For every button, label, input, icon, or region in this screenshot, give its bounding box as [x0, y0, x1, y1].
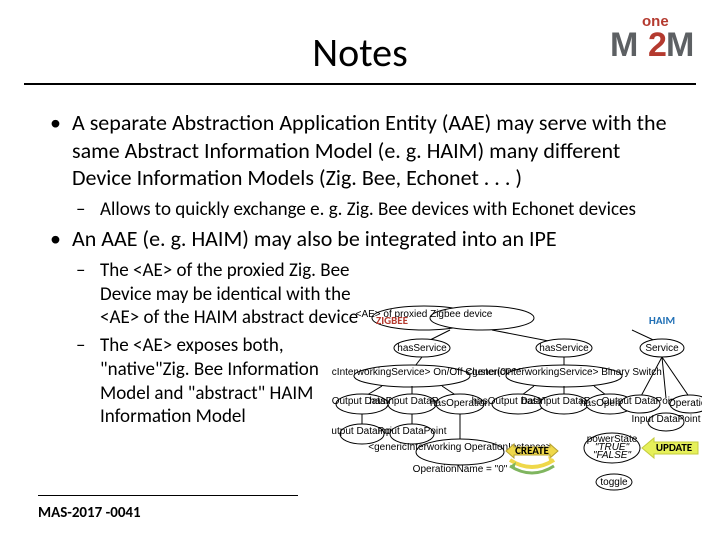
svg-text:M: M [666, 26, 694, 62]
svg-text:ZIGBEE: ZIGBEE [376, 314, 408, 327]
logo: one M 2 M [608, 12, 700, 67]
svg-text:hasService: hasService [397, 343, 447, 354]
svg-text:toggle: toggle [600, 477, 628, 488]
sub-bullet-item: Allows to quickly exchange e. g. Zig. Be… [72, 198, 676, 222]
svg-text:CREATE: CREATE [515, 444, 549, 457]
svg-text:HAIM: HAIM [649, 314, 675, 327]
svg-text:hasService: hasService [539, 343, 589, 354]
svg-text:Input DataPoint: Input DataPoint [632, 414, 701, 425]
svg-text:"FALSE": "FALSE" [593, 450, 631, 461]
svg-text:UPDATE: UPDATE [656, 441, 692, 454]
footer-id: MAS-2017 -0041 [38, 504, 141, 522]
architecture-diagram: <AE> of proxied Zigbee device ZIGBEE HAI… [332, 304, 702, 494]
footer-divider [38, 495, 298, 496]
sub-bullet-item: The <AE> exposes both, "native"Zig. Bee … [72, 334, 372, 429]
svg-text:Output DataPoint: Output DataPoint [602, 396, 679, 407]
svg-text:OperationName = "0": OperationName = "0" [413, 464, 508, 475]
svg-text:<genericInterworkingService> B: <genericInterworkingService> Binary Swit… [466, 367, 662, 378]
title-divider [24, 83, 696, 85]
svg-text:Service: Service [645, 343, 679, 354]
svg-text:2: 2 [648, 26, 667, 62]
bullet-item: A separate Abstraction Application Entit… [44, 109, 676, 221]
sub-bullet-item: The <AE> of the proxied Zig. Bee Device … [72, 259, 372, 330]
svg-text:Operation: Operation [668, 398, 702, 409]
page-title: Notes [312, 28, 407, 77]
svg-text:Input DataPoint: Input DataPoint [378, 426, 447, 437]
svg-text:M: M [610, 26, 638, 62]
